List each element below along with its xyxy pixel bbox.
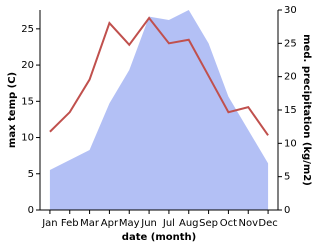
y-axis-label: max temp (C): [7, 72, 18, 148]
x-tick-label: Jun: [140, 218, 157, 229]
x-tick-label: Jan: [41, 218, 57, 229]
x-tick-label: Oct: [220, 218, 237, 229]
y-tick-label: 25: [21, 24, 34, 35]
y2-tick-label: 15: [284, 105, 297, 116]
y-tick-label: 5: [28, 169, 34, 180]
area: [49, 10, 269, 210]
y2-tick-label: 0: [284, 205, 290, 216]
x-tick-label: Apr: [101, 218, 119, 229]
x-tick-label: May: [119, 218, 140, 229]
x-tick-label: Feb: [61, 218, 79, 229]
y2-tick-label: 10: [284, 138, 297, 149]
x-tick-label: Nov: [238, 218, 258, 229]
y2-axis-label: med. precipitation (kg/m2): [301, 34, 312, 186]
x-tick-label: Mar: [80, 218, 100, 229]
x-tick-label: Aug: [179, 218, 199, 229]
y2-tick-label: 5: [284, 172, 290, 183]
y2-tick-label: 25: [284, 38, 297, 49]
y-tick-label: 20: [21, 60, 34, 71]
x-tick-label: Sep: [199, 218, 218, 229]
x-axis-label: date (month): [122, 232, 196, 243]
y2-tick-label: 20: [284, 72, 297, 83]
y2-tick-label: 30: [284, 5, 297, 16]
line: [49, 16, 269, 136]
chart: date (month) max temp (C) med. precipita…: [7, 5, 312, 243]
x-tick-label: Dec: [258, 218, 277, 229]
y-tick-label: 10: [21, 133, 34, 144]
x-tick-label: Jul: [162, 218, 175, 229]
y-tick-label: 15: [21, 96, 34, 107]
y-tick-label: 0: [28, 205, 34, 216]
